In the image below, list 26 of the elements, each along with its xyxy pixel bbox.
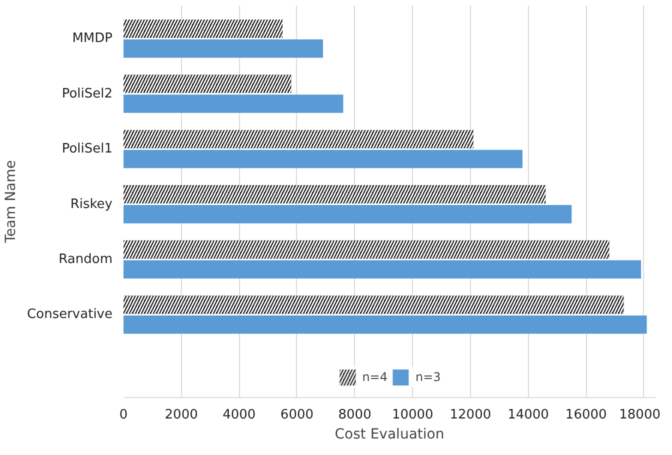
y-tick-label: MMDP [72, 31, 113, 46]
x-tick-label: 0 [119, 408, 128, 422]
x-tick-label: 12000 [450, 408, 492, 422]
bar [124, 260, 642, 279]
x-tick-label: 18000 [619, 408, 661, 422]
x-tick-label: 14000 [508, 408, 549, 422]
x-tick-label: 4000 [222, 408, 256, 422]
x-tick-label: 2000 [164, 408, 198, 422]
bar [124, 94, 344, 113]
legend-label: n=3 [416, 370, 441, 384]
y-tick-label: Random [58, 252, 113, 267]
bar [124, 150, 522, 168]
y-tick-label: PoliSel2 [62, 86, 112, 102]
y-tick-label: PoliSel1 [62, 142, 112, 157]
x-tick-label: 10000 [392, 408, 434, 422]
bar [124, 205, 572, 224]
x-tick-label: 8000 [338, 408, 372, 422]
bar [124, 315, 647, 334]
x-tick-label: 6000 [280, 408, 314, 422]
bar [124, 39, 323, 58]
y-tick-label: Riskey [70, 196, 113, 212]
x-tick-label: 16000 [565, 408, 607, 422]
y-axis-title: Team Name [3, 160, 20, 244]
x-axis-title: Cost Evaluation [334, 426, 444, 442]
y-tick-label: Conservative [27, 307, 113, 322]
legend-label: n=4 [362, 370, 388, 384]
